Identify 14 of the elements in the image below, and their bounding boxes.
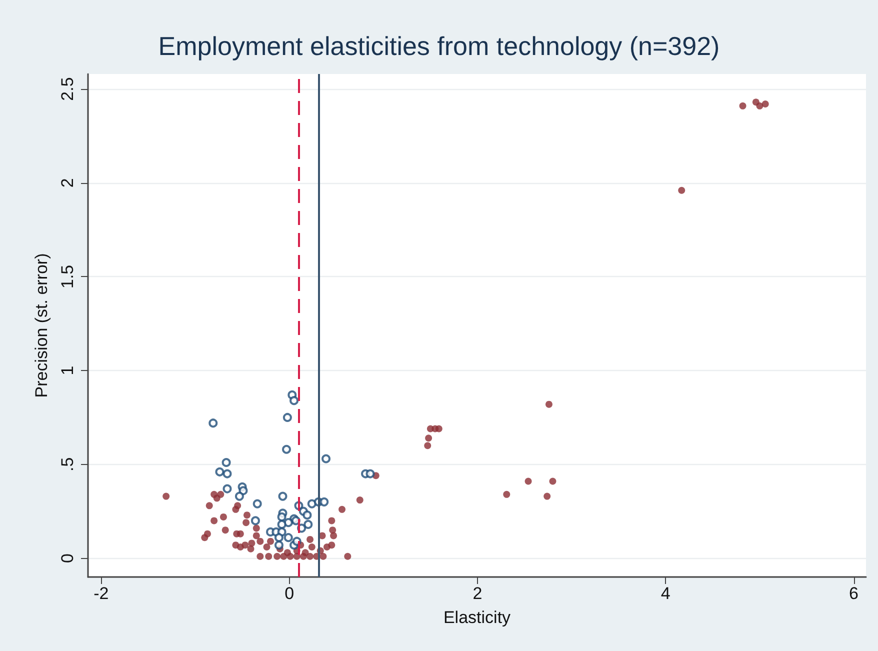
x-tick-label: 0 — [284, 584, 294, 603]
x-tick-label: -2 — [94, 584, 109, 603]
x-tick-label: 6 — [849, 584, 859, 603]
y-tick-label: 2 — [58, 178, 77, 188]
x-axis-title: Elasticity — [443, 608, 512, 627]
x-tick-label: 4 — [660, 584, 670, 603]
chart-title: Employment elasticities from technology (n=392) — [158, 31, 720, 61]
y-tick-label: 2.5 — [58, 77, 77, 101]
x-tick-label: 2 — [472, 584, 482, 603]
y-tick-label: 0 — [58, 553, 77, 563]
y-tick-label: 1.5 — [58, 264, 77, 289]
y-tick-label: .5 — [58, 457, 77, 472]
y-axis-title: Precision (st. error) — [32, 253, 51, 398]
y-tick-label: 1 — [58, 366, 77, 376]
